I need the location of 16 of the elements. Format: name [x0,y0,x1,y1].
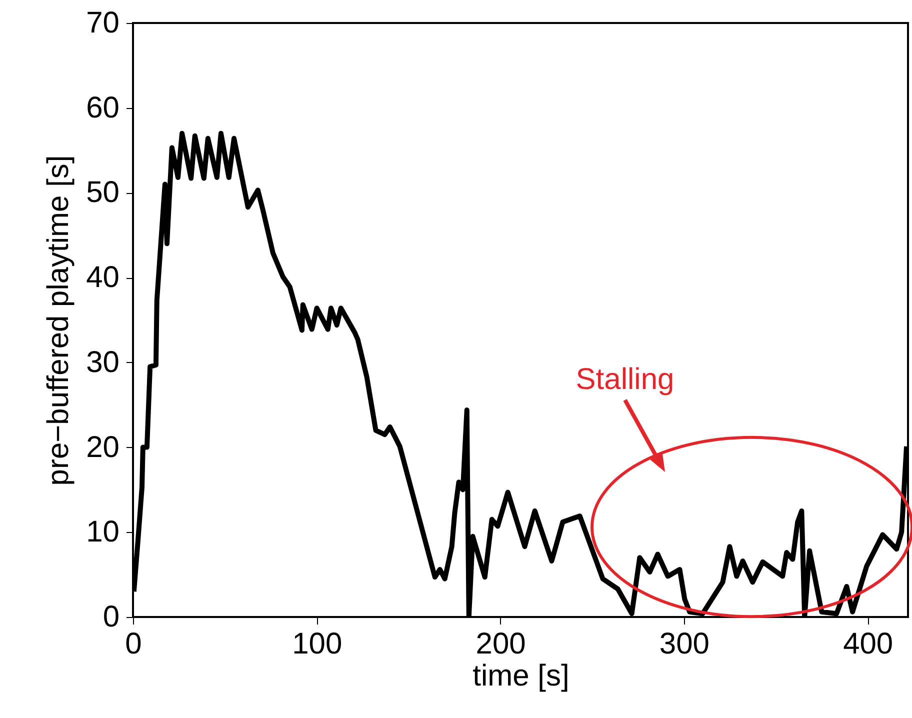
y-tick-label: 10 [86,516,120,549]
y-tick-label: 60 [86,91,120,124]
y-axis-title: pre−buffered playtime [s] [42,155,76,486]
x-tick-label: 200 [476,628,526,660]
y-tick-label: 0 [102,600,120,634]
x-tick-label: 100 [292,628,342,660]
x-tick-label: 400 [843,628,894,660]
y-tick-label: 70 [86,6,120,40]
y-tick-label: 40 [86,261,120,294]
y-tick-label: 50 [86,176,120,210]
x-axis-title: time [s] [472,660,570,692]
x-tick-label: 300 [659,628,710,660]
y-tick-label: 30 [86,346,120,379]
annotation: Stalling [576,363,674,396]
y-tick-label: 20 [86,430,120,464]
x-tick-label: 0 [125,628,142,660]
